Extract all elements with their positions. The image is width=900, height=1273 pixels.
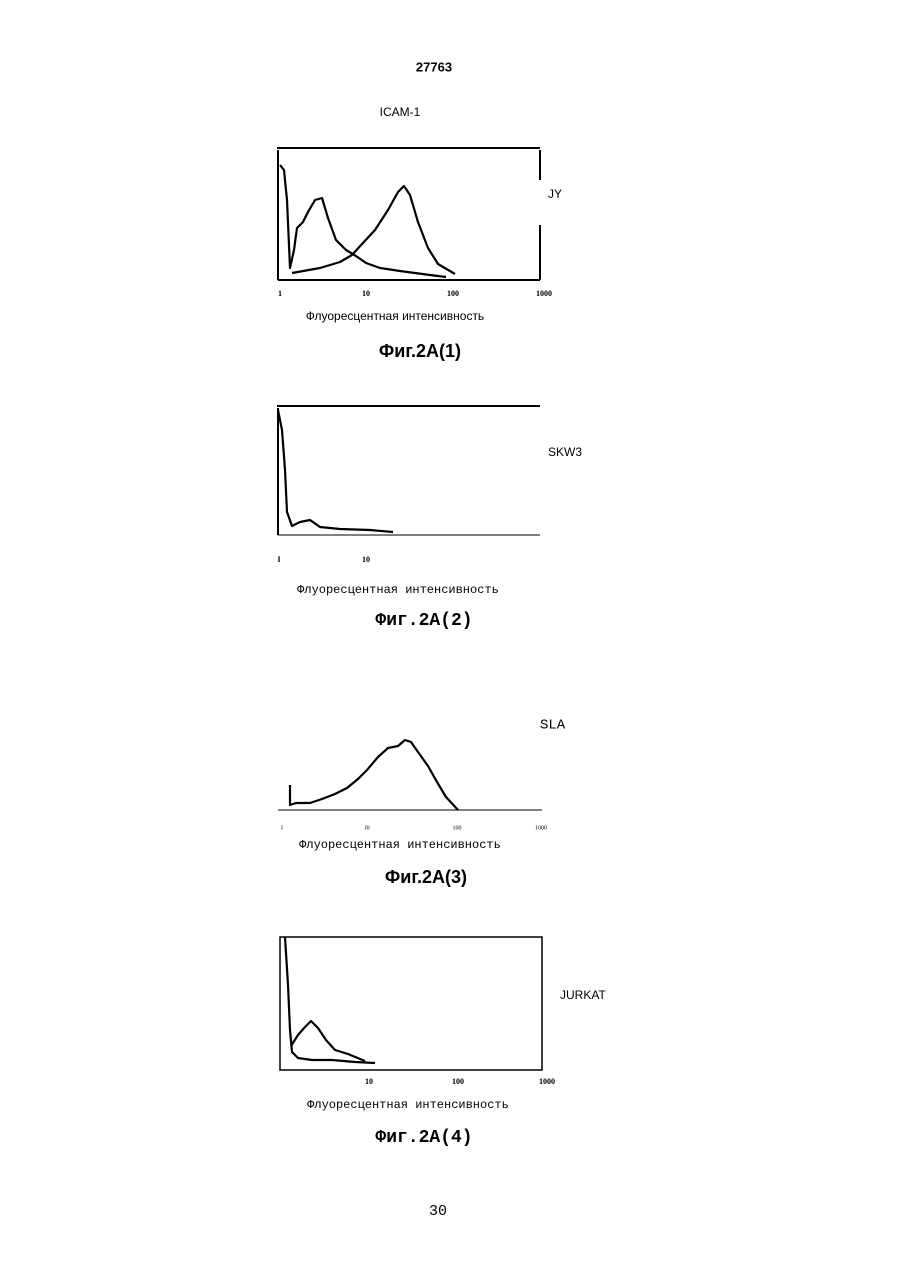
x-tick-label: 1000 <box>535 825 547 831</box>
x-tick-label: 1 <box>278 289 282 298</box>
x-tick-label: I <box>277 555 280 564</box>
figure: JURKAT 10 100 1000 Флуоресцентная интенс… <box>280 937 606 1148</box>
x-tick-label: 100 <box>447 289 459 298</box>
x-axis-label: Флуоресцентная интенсивность <box>297 583 499 597</box>
antigen-label: ICAM-1 <box>380 105 421 119</box>
cell-line: JY <box>548 187 562 201</box>
x-tick-label: 10 <box>362 289 370 298</box>
plot-frame <box>280 937 542 1070</box>
figure: SKW3 I 10 Флуоресцентная интенсивность Ф… <box>277 406 582 631</box>
caption: Фиг.2A(1) <box>379 341 461 361</box>
caption: Фиг.2A(3) <box>385 867 467 887</box>
x-tick-label: J0 <box>364 825 369 831</box>
caption: Фиг.2A(4) <box>375 1128 472 1148</box>
cell-line: SKW3 <box>548 445 582 459</box>
x-tick-label: I <box>281 825 283 831</box>
plot-frame <box>277 148 540 280</box>
x-tick-label: 10 <box>365 1077 373 1086</box>
figure: SLA I J0 100 1000 Флуоресцентная интенси… <box>278 718 566 887</box>
cell-line: SLA <box>540 718 566 734</box>
histogram-curve <box>290 740 458 810</box>
page: 27763 ICAM-1 JY 1 10 100 1000 Флуоресцен… <box>0 0 900 1273</box>
x-tick-label: 100 <box>453 825 462 831</box>
plot-frame <box>277 406 540 535</box>
x-tick-label: 1000 <box>536 289 552 298</box>
cell-line: JURKAT <box>560 988 606 1002</box>
x-tick-label: 1000 <box>539 1077 555 1086</box>
x-tick-label: 10 <box>362 555 370 564</box>
doc-number: 27763 <box>416 59 452 74</box>
x-tick-label: 100 <box>452 1077 464 1086</box>
caption: Фиг.2A(2) <box>375 611 472 631</box>
x-axis-label: Флуоресцентная интенсивность <box>299 838 501 852</box>
page-number: 30 <box>429 1203 447 1220</box>
histogram-curve <box>278 410 393 532</box>
figure: JY 1 10 100 1000 Флуоресцентная интенсив… <box>277 148 562 361</box>
x-axis-label: Флуоресцентная интенсивность <box>307 1098 509 1112</box>
x-axis-label: Флуоресцентная интенсивность <box>306 309 484 323</box>
histogram-curve <box>280 165 446 277</box>
histogram-curve <box>291 1021 365 1061</box>
